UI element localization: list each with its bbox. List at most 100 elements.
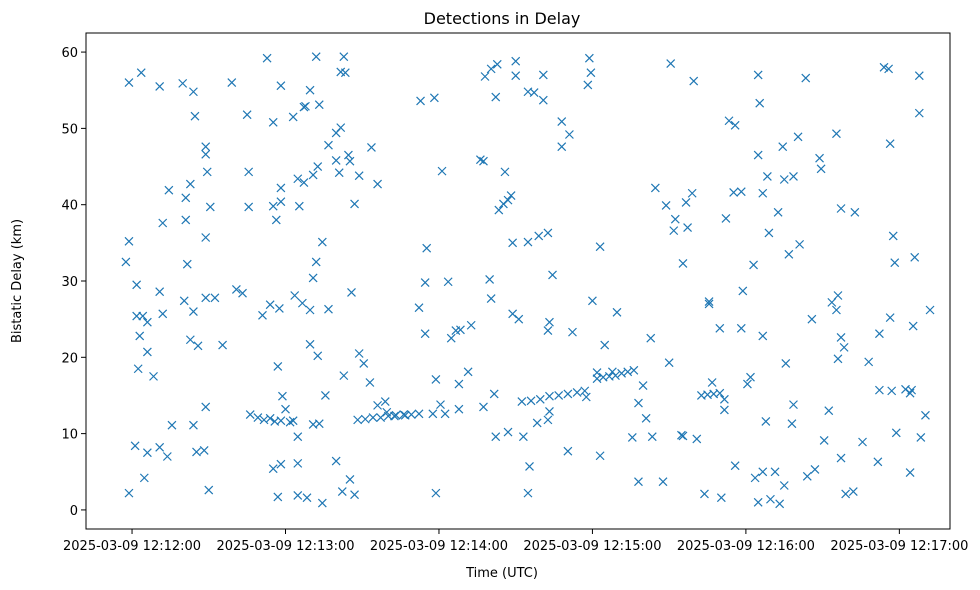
data-point	[201, 402, 211, 412]
data-point	[253, 413, 263, 423]
data-point	[753, 150, 763, 160]
data-point	[456, 325, 465, 335]
data-point	[244, 167, 254, 177]
data-point	[692, 434, 702, 444]
data-point	[288, 112, 298, 122]
data-point	[833, 354, 843, 364]
data-point	[350, 490, 359, 500]
data-point	[595, 451, 605, 461]
data-point	[164, 185, 174, 195]
data-point	[406, 410, 416, 419]
data-point	[836, 333, 846, 342]
y-tick-label: 60	[61, 46, 78, 61]
data-point	[666, 59, 676, 68]
data-point	[139, 473, 149, 483]
data-point	[293, 432, 303, 442]
data-point	[486, 294, 496, 303]
data-point	[297, 298, 307, 308]
data-point	[503, 195, 513, 205]
data-point	[824, 406, 834, 416]
data-point	[885, 313, 895, 323]
data-point	[268, 464, 278, 474]
data-point	[743, 379, 752, 389]
data-point	[431, 375, 441, 384]
data-point	[766, 494, 775, 504]
data-point	[715, 388, 725, 398]
data-point	[746, 372, 755, 382]
data-point	[564, 130, 574, 139]
data-point	[874, 385, 884, 395]
data-point	[189, 307, 198, 316]
data-point	[132, 280, 142, 290]
data-point	[354, 349, 364, 358]
data-point	[133, 364, 143, 374]
data-point	[704, 299, 714, 309]
data-point	[124, 488, 134, 498]
data-point	[314, 419, 324, 429]
data-point	[568, 327, 577, 337]
y-axis-ticks: 0 10 20 30 40 50 60	[61, 46, 86, 519]
data-point	[554, 391, 564, 400]
data-point	[182, 259, 192, 269]
data-point	[313, 351, 323, 361]
data-point	[354, 171, 364, 181]
data-point	[773, 207, 783, 217]
data-point	[795, 239, 805, 249]
x-tick-label: 2025-03-09 12:15:00	[523, 539, 661, 554]
data-point	[268, 117, 278, 127]
data-point	[124, 236, 134, 246]
data-point	[753, 70, 763, 80]
data-point	[925, 305, 935, 315]
data-point	[489, 389, 499, 399]
data-point	[313, 162, 323, 171]
data-point	[641, 413, 651, 423]
data-point	[227, 78, 237, 88]
data-point	[367, 143, 376, 152]
data-point	[678, 259, 688, 268]
data-point	[337, 487, 347, 497]
data-point	[373, 179, 383, 189]
data-point	[563, 389, 573, 399]
data-point	[523, 237, 533, 247]
data-point	[271, 215, 281, 225]
y-tick-label: 30	[61, 275, 78, 290]
data-point	[167, 420, 177, 430]
data-point	[683, 223, 693, 233]
data-point	[311, 257, 321, 267]
data-point	[437, 166, 447, 176]
data-point	[138, 311, 148, 321]
data-point	[204, 485, 214, 495]
data-point	[276, 81, 286, 91]
data-point	[201, 233, 211, 242]
data-point	[583, 80, 593, 90]
data-point	[588, 296, 597, 306]
data-point	[485, 275, 495, 284]
data-point	[781, 358, 791, 368]
data-point	[475, 155, 485, 165]
data-point	[736, 187, 746, 197]
data-point	[557, 142, 567, 152]
data-point	[276, 416, 286, 426]
data-point	[202, 167, 212, 177]
data-point	[383, 411, 393, 421]
data-point	[293, 174, 303, 184]
data-point	[199, 445, 209, 455]
data-points	[121, 52, 935, 509]
data-point	[761, 416, 771, 426]
data-point	[888, 231, 898, 241]
data-point	[376, 413, 386, 423]
data-point	[454, 404, 464, 414]
data-point	[914, 108, 924, 118]
data-point	[185, 335, 195, 345]
data-point	[729, 188, 739, 197]
data-point	[511, 71, 521, 81]
data-point	[891, 428, 901, 438]
data-point	[345, 156, 355, 166]
data-point	[572, 387, 582, 397]
data-point	[494, 205, 504, 215]
data-point	[511, 56, 521, 66]
data-point	[500, 167, 510, 177]
data-point	[775, 499, 785, 509]
data-point	[750, 473, 760, 483]
